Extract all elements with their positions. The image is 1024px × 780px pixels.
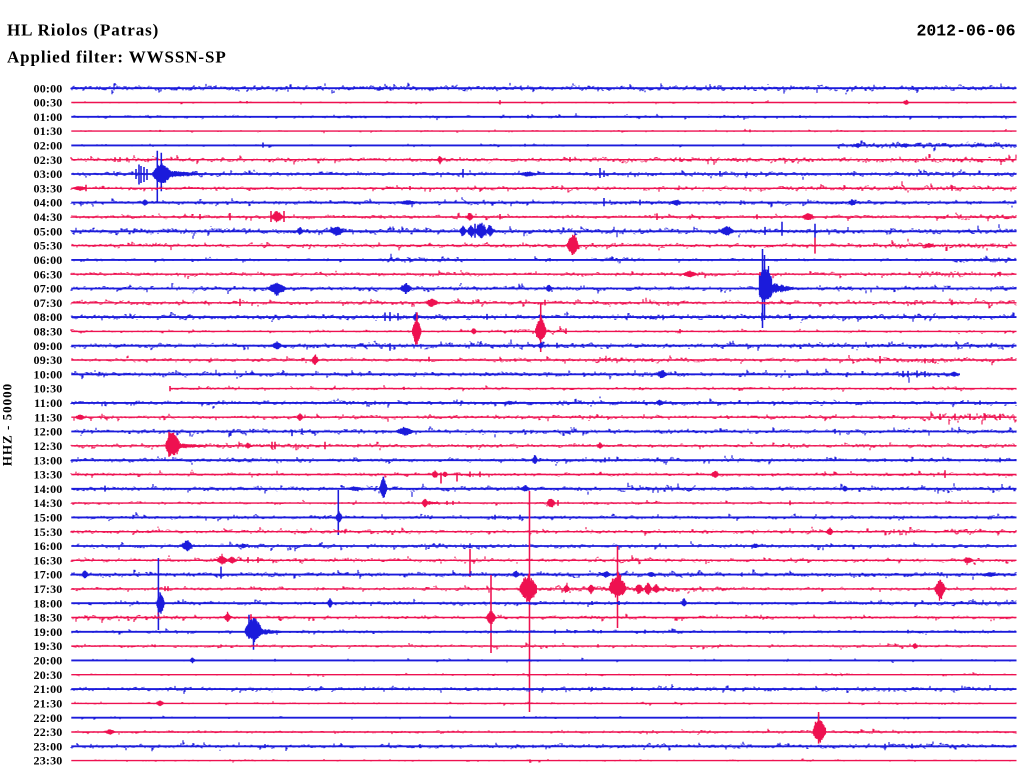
svg-text:09:30: 09:30 [34, 353, 63, 367]
svg-text:07:30: 07:30 [34, 296, 63, 310]
svg-text:12:30: 12:30 [34, 439, 63, 453]
svg-text:11:30: 11:30 [34, 410, 62, 424]
svg-text:22:00: 22:00 [34, 711, 63, 725]
svg-text:07:00: 07:00 [34, 282, 63, 296]
svg-text:08:00: 08:00 [34, 310, 63, 324]
svg-text:21:00: 21:00 [34, 682, 63, 696]
svg-text:02:00: 02:00 [34, 139, 63, 153]
svg-text:11:00: 11:00 [34, 396, 62, 410]
svg-text:12:00: 12:00 [34, 425, 63, 439]
svg-text:13:30: 13:30 [34, 468, 63, 482]
svg-text:13:00: 13:00 [34, 453, 63, 467]
svg-text:Applied filter: WWSSN-SP: Applied filter: WWSSN-SP [7, 48, 227, 67]
svg-text:18:30: 18:30 [34, 611, 63, 625]
svg-text:10:30: 10:30 [34, 382, 63, 396]
svg-text:02:30: 02:30 [34, 153, 63, 167]
svg-text:17:30: 17:30 [34, 582, 63, 596]
svg-text:01:00: 01:00 [34, 110, 63, 124]
svg-text:03:00: 03:00 [34, 167, 63, 181]
svg-text:14:00: 14:00 [34, 482, 63, 496]
svg-text:2012-06-06: 2012-06-06 [916, 22, 1015, 41]
svg-text:23:30: 23:30 [34, 754, 63, 768]
svg-text:04:00: 04:00 [34, 196, 63, 210]
svg-text:00:00: 00:00 [34, 81, 63, 95]
svg-text:00:30: 00:30 [34, 96, 63, 110]
svg-text:16:30: 16:30 [34, 553, 63, 567]
svg-text:19:30: 19:30 [34, 639, 63, 653]
svg-text:14:30: 14:30 [34, 496, 63, 510]
svg-text:10:00: 10:00 [34, 367, 63, 381]
svg-text:04:30: 04:30 [34, 210, 63, 224]
svg-text:05:30: 05:30 [34, 239, 63, 253]
svg-text:05:00: 05:00 [34, 224, 63, 238]
svg-text:03:30: 03:30 [34, 181, 63, 195]
svg-text:17:00: 17:00 [34, 568, 63, 582]
svg-text:20:30: 20:30 [34, 668, 63, 682]
svg-text:18:00: 18:00 [34, 596, 63, 610]
svg-text:08:30: 08:30 [34, 325, 63, 339]
svg-text:09:00: 09:00 [34, 339, 63, 353]
svg-text:HL Riolos (Patras): HL Riolos (Patras) [7, 21, 159, 40]
svg-text:22:30: 22:30 [34, 725, 63, 739]
svg-text:01:30: 01:30 [34, 124, 63, 138]
svg-text:HHZ - 50000: HHZ - 50000 [0, 383, 15, 466]
svg-text:15:00: 15:00 [34, 511, 63, 525]
svg-text:16:00: 16:00 [34, 539, 63, 553]
svg-text:21:30: 21:30 [34, 697, 63, 711]
svg-text:19:00: 19:00 [34, 625, 63, 639]
svg-text:15:30: 15:30 [34, 525, 63, 539]
svg-text:20:00: 20:00 [34, 654, 63, 668]
svg-text:06:30: 06:30 [34, 267, 63, 281]
svg-text:23:00: 23:00 [34, 739, 63, 753]
svg-text:06:00: 06:00 [34, 253, 63, 267]
